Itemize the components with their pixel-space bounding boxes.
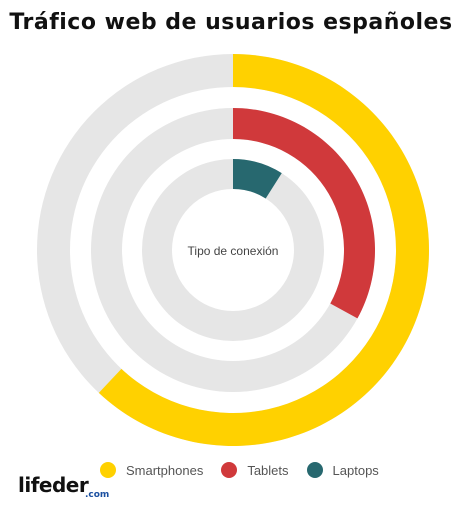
lifeder-logo-suffix: .com	[85, 490, 110, 500]
ring-bars	[98, 54, 430, 446]
legend-item-laptops[interactable]: Laptops	[306, 462, 379, 478]
legend: Smartphones Tablets Laptops	[100, 460, 397, 480]
legend-dot-laptops	[306, 462, 323, 478]
legend-label-smartphones: Smartphones	[126, 462, 204, 478]
chart-title: Tráfico web de usuarios españoles	[9, 10, 453, 35]
legend-dot-tablets	[221, 462, 238, 478]
legend-item-tablets[interactable]: Tablets	[221, 462, 289, 478]
ring-tracks	[37, 54, 429, 446]
ring-track-laptops	[142, 159, 324, 341]
legend-label-laptops: Laptops	[332, 462, 379, 478]
legend-dot-smartphones	[100, 462, 116, 478]
legend-label-tablets: Tablets	[247, 462, 289, 478]
ring-bar-smartphones[interactable]	[98, 54, 430, 446]
ring-bar-laptops[interactable]	[233, 159, 282, 199]
center-label: Tipo de conexión	[188, 244, 279, 258]
ring-bar-tablets[interactable]	[233, 108, 375, 319]
lifeder-logo: lifeder	[18, 473, 89, 497]
legend-item-smartphones[interactable]: Smartphones	[100, 462, 203, 478]
